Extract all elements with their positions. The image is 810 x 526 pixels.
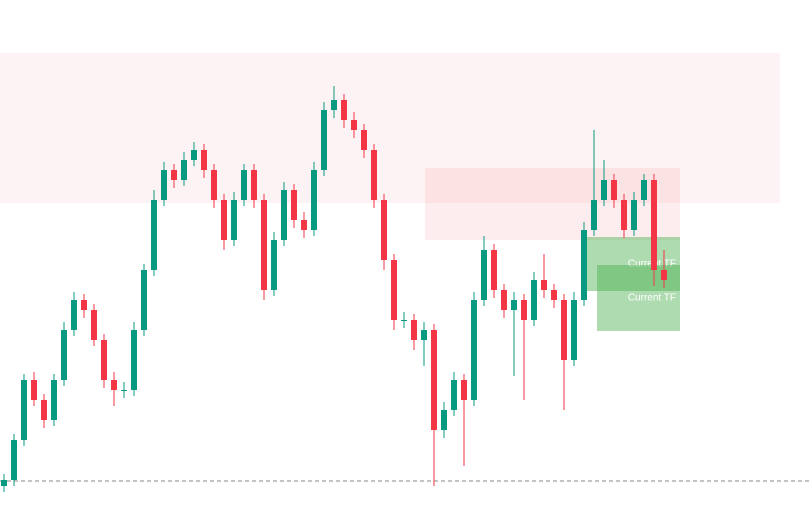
candle-body	[31, 380, 37, 400]
candle-body	[601, 180, 607, 200]
candle-body	[121, 390, 127, 391]
candle-body	[21, 380, 27, 440]
candle-body	[511, 300, 517, 310]
candle-body	[631, 200, 637, 230]
candle-body	[441, 410, 447, 430]
candle-body	[41, 400, 47, 420]
candle-body	[381, 200, 387, 260]
candle-body	[331, 100, 337, 110]
candle-body	[501, 290, 507, 310]
candle-body	[481, 250, 487, 300]
candle-body	[231, 200, 237, 240]
candle-body	[301, 220, 307, 230]
candle-body	[91, 310, 97, 340]
candle-body	[351, 120, 357, 130]
candle-body	[581, 230, 587, 300]
candle-body	[51, 380, 57, 420]
candle-body	[461, 380, 467, 400]
candle-body	[641, 180, 647, 200]
candle-body	[591, 200, 597, 230]
candle-body	[421, 330, 427, 340]
candle-body	[281, 190, 287, 240]
candle-body	[11, 440, 17, 480]
candle-body	[211, 170, 217, 200]
candle-body	[131, 330, 137, 390]
zone	[0, 53, 780, 203]
candle-body	[111, 380, 117, 390]
candle-body	[651, 180, 657, 270]
candle-body	[171, 170, 177, 180]
candle-body	[621, 200, 627, 230]
candle-body	[251, 170, 257, 200]
zone-label: Current TF	[628, 293, 676, 304]
candle-body	[471, 300, 477, 400]
candle-body	[101, 340, 107, 380]
candle-body	[321, 110, 327, 170]
candle-body	[431, 330, 437, 430]
candle-body	[411, 320, 417, 340]
candle-body	[541, 280, 547, 290]
candle-body	[531, 280, 537, 320]
candle-body	[141, 270, 147, 330]
candle-body	[451, 380, 457, 410]
candle-body	[571, 300, 577, 360]
candle-body	[371, 150, 377, 200]
candle-body	[71, 300, 77, 330]
candle-body	[611, 180, 617, 200]
candle-body	[1, 480, 7, 486]
candle-body	[491, 250, 497, 290]
candle-body	[191, 150, 197, 160]
candle-body	[81, 300, 87, 310]
candle-body	[61, 330, 67, 380]
candle-body	[311, 170, 317, 230]
candle-body	[361, 130, 367, 150]
candle-body	[391, 260, 397, 320]
candle-body	[551, 290, 557, 300]
zone	[425, 168, 680, 240]
candle-body	[161, 170, 167, 200]
candle-body	[271, 240, 277, 290]
candle-body	[291, 190, 297, 220]
candle-body	[521, 300, 527, 320]
candle-body	[241, 170, 247, 200]
candle-body	[401, 320, 407, 321]
candle-body	[221, 200, 227, 240]
candle-body	[341, 100, 347, 120]
candle-body	[181, 160, 187, 180]
candle-body	[261, 200, 267, 290]
candle-body	[661, 270, 667, 280]
candle-body	[561, 300, 567, 360]
candle-body	[151, 200, 157, 270]
candle-body	[201, 150, 207, 170]
